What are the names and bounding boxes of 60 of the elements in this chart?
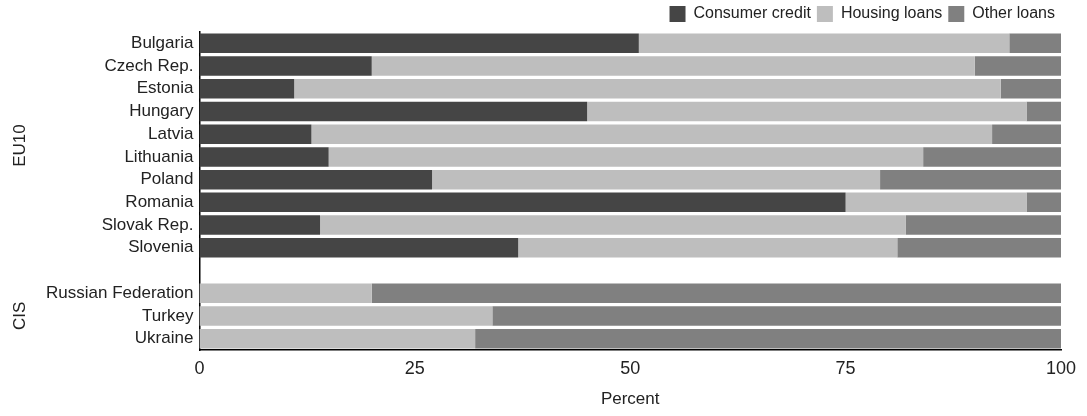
bar <box>199 283 372 303</box>
bar <box>199 79 295 99</box>
bar <box>475 328 1061 349</box>
x-tick-label: 0 <box>194 357 205 378</box>
bar <box>1000 79 1061 99</box>
bar <box>638 33 1010 54</box>
bar <box>492 306 1061 326</box>
bar <box>371 56 975 76</box>
text: EU10 <box>9 124 29 167</box>
y-tick-label: Turkey <box>142 305 194 325</box>
y-tick-label: Lithuania <box>124 146 194 166</box>
bar <box>294 79 1001 99</box>
bar <box>199 56 372 76</box>
bar <box>199 124 312 144</box>
bar <box>320 215 906 235</box>
bar <box>432 169 881 190</box>
y-tick-label: Slovak Rep. <box>101 214 194 234</box>
y-tick-label: Hungary <box>129 101 194 121</box>
bar <box>923 147 1061 167</box>
bar <box>199 101 588 122</box>
bar <box>587 101 1027 122</box>
legend-label: Consumer credit <box>693 4 812 22</box>
legend-label: Housing loans <box>840 4 943 22</box>
bar <box>328 147 924 167</box>
bar <box>199 169 433 190</box>
x-axis-title: Percent <box>600 389 660 409</box>
bar <box>905 215 1061 235</box>
y-tick-label: Poland <box>140 169 194 189</box>
legend-label: Other loans <box>972 4 1056 22</box>
y-tick-label: Russian Federation <box>45 282 194 302</box>
x-tick-label: 100 <box>1045 357 1077 378</box>
bar <box>518 238 898 258</box>
bar <box>974 56 1061 76</box>
y-tick-label: Ukraine <box>134 328 194 348</box>
text: CIS <box>9 301 29 331</box>
y-tick-label: Romania <box>125 192 194 212</box>
bar <box>199 306 493 326</box>
bar <box>1026 101 1061 122</box>
bar <box>992 124 1061 144</box>
bar <box>1009 33 1061 54</box>
bar <box>199 147 329 167</box>
y-tick-label: Slovenia <box>128 237 194 257</box>
bar <box>199 328 476 349</box>
x-tick-label: 25 <box>404 357 425 378</box>
y-tick-label: Czech Rep. <box>104 55 194 75</box>
bar <box>1026 192 1061 213</box>
bar <box>845 192 1027 213</box>
bar <box>371 283 1061 303</box>
y-tick-label: Bulgaria <box>131 33 194 53</box>
x-tick-label: 50 <box>620 357 641 378</box>
bar <box>311 124 993 144</box>
y-tick-label: Latvia <box>148 123 194 143</box>
bar <box>199 238 519 258</box>
bar <box>880 169 1061 190</box>
bar <box>199 192 846 213</box>
bar <box>897 238 1061 258</box>
y-tick-label: Estonia <box>136 78 194 98</box>
bar <box>199 33 639 54</box>
bar <box>199 215 321 235</box>
x-tick-label: 75 <box>835 357 856 378</box>
